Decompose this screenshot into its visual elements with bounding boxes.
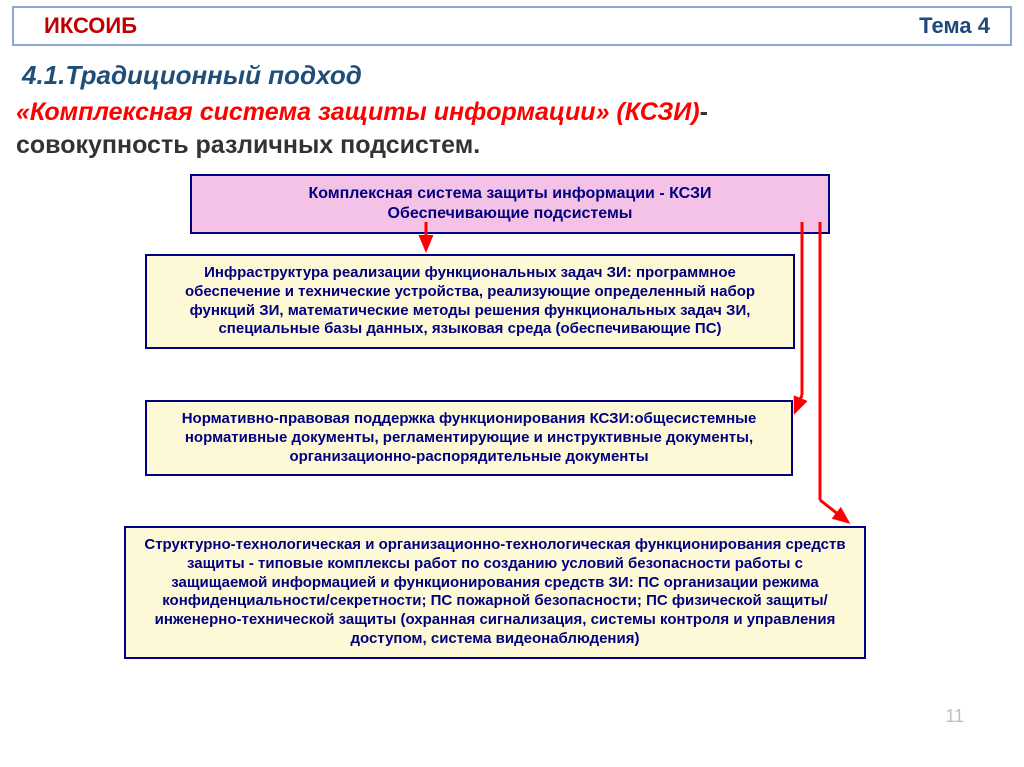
- top-box-line1: Комплексная система защиты информации - …: [308, 185, 711, 202]
- subtitle: «Комплексная система защиты информации» …: [16, 96, 708, 161]
- diagram-top-box: Комплексная система защиты информации - …: [190, 174, 830, 234]
- subtitle-red: «Комплексная система защиты информации» …: [16, 98, 700, 126]
- page-number: 11: [945, 706, 964, 727]
- diagram-box-2: Нормативно-правовая поддержка функционир…: [145, 400, 793, 476]
- subtitle-dark: совокупность различных подсистем.: [16, 131, 480, 159]
- top-box-line2: Обеспечивающие подсистемы: [388, 205, 633, 222]
- diagram-box-3: Структурно-технологическая и организацио…: [124, 526, 866, 659]
- diagram-box-1: Инфраструктура реализации функциональных…: [145, 254, 795, 349]
- header-right-label: Тема 4: [919, 13, 990, 39]
- header-left-label: ИКСОИБ: [44, 13, 137, 39]
- subtitle-dash: -: [700, 98, 708, 126]
- section-title: 4.1.Традиционный подход: [22, 60, 362, 91]
- header-bar: ИКСОИБ Тема 4: [12, 6, 1012, 46]
